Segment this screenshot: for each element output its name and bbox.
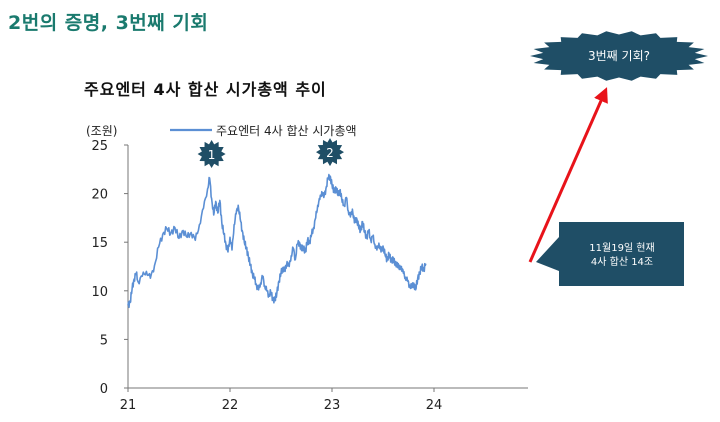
series-line-market-cap: [127, 173, 427, 309]
y-tick-label: 15: [91, 236, 108, 251]
y-tick-label: 0: [100, 382, 108, 397]
x-axis-ticks: 21 22 23 24: [120, 388, 443, 413]
y-axis-ticks: 0 5 10 15 20 25: [91, 139, 128, 397]
callout-third-chance-text: 3번째 기회?: [588, 49, 650, 63]
callout-current-value-line-1: 11월19일 현재: [589, 242, 654, 254]
callout-third-chance: 3번째 기회?: [530, 31, 708, 81]
trend-arrow: [528, 87, 608, 263]
peak-marker-1-label: 1: [208, 148, 216, 162]
x-tick-label: 23: [324, 398, 341, 413]
peak-marker-1: 1: [197, 140, 226, 168]
y-tick-label: 20: [91, 188, 108, 203]
callout-current-value-line-2: 4사 합산 14조: [591, 256, 653, 268]
y-tick-label: 10: [91, 285, 108, 300]
y-tick-label: 5: [100, 333, 108, 348]
y-axis-unit-label: (조원): [86, 124, 117, 138]
chart-title: 주요엔터 4사 합산 시가총액 추이: [84, 80, 327, 99]
x-tick-label: 24: [426, 398, 443, 413]
peak-marker-2-label: 2: [326, 146, 334, 160]
y-tick-label: 25: [91, 139, 108, 154]
callout-current-value: 11월19일 현재 4사 합산 14조: [536, 222, 684, 286]
legend-label: 주요엔터 4사 합산 시가총액: [216, 124, 357, 138]
peak-marker-2: 2: [316, 138, 344, 167]
x-tick-label: 21: [120, 398, 137, 413]
page-heading: 2번의 증명, 3번째 기회: [8, 12, 209, 34]
x-tick-label: 22: [222, 398, 239, 413]
